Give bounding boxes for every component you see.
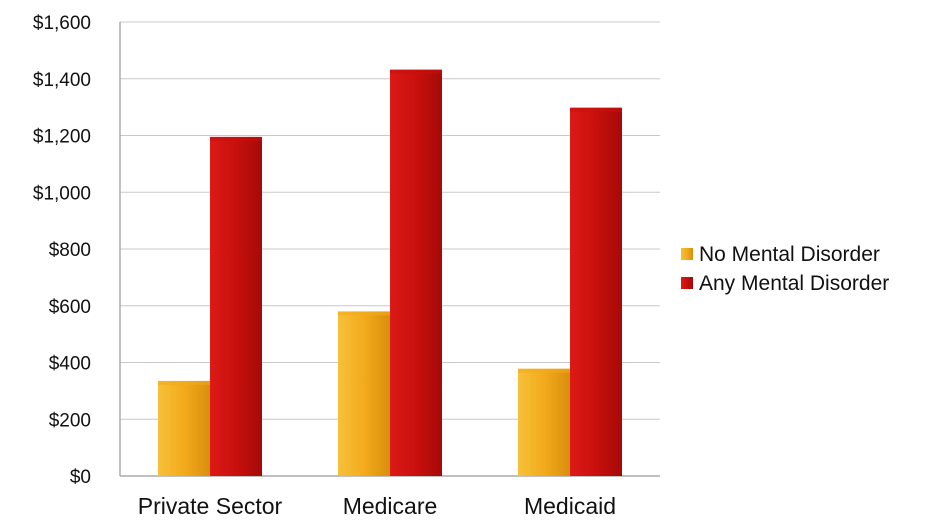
bar xyxy=(518,368,570,476)
bar-top-highlight xyxy=(390,69,442,74)
y-tick-label: $1,400 xyxy=(33,70,91,91)
x-category-label: Medicare xyxy=(343,493,438,519)
y-axis-ticks: $0 $200 $400 $600 $800 $1,000 $1,200 $1,400 $1,6… xyxy=(33,13,91,488)
bar-top-highlight xyxy=(518,368,570,373)
bar-top-highlight xyxy=(570,107,622,112)
x-category-label: Private Sector xyxy=(138,493,283,519)
legend-swatch xyxy=(681,277,693,289)
x-axis-labels: Private Sector Medicare Medicaid xyxy=(138,493,616,519)
y-tick-label: $800 xyxy=(49,240,91,261)
y-tick-label: $1,200 xyxy=(33,127,91,148)
bars xyxy=(158,69,622,477)
legend: No Mental Disorder Any Mental Disorder xyxy=(681,243,889,295)
bar xyxy=(338,311,390,476)
y-tick-label: $600 xyxy=(49,297,91,318)
legend-swatch xyxy=(681,248,693,260)
x-category-label: Medicaid xyxy=(524,493,616,519)
bar xyxy=(570,107,622,476)
y-tick-label: $0 xyxy=(70,467,91,488)
y-tick-label: $1,600 xyxy=(33,13,91,34)
legend-label: Any Mental Disorder xyxy=(699,272,889,295)
bar-top-highlight xyxy=(338,311,390,316)
bar xyxy=(210,136,262,476)
bar xyxy=(390,69,442,477)
y-tick-label: $400 xyxy=(49,354,91,375)
y-tick-label: $200 xyxy=(49,410,91,431)
bar xyxy=(158,380,210,476)
legend-label: No Mental Disorder xyxy=(699,243,880,266)
bar-top-highlight xyxy=(158,380,210,385)
y-tick-label: $1,000 xyxy=(33,183,91,204)
bar-top-highlight xyxy=(210,136,262,141)
